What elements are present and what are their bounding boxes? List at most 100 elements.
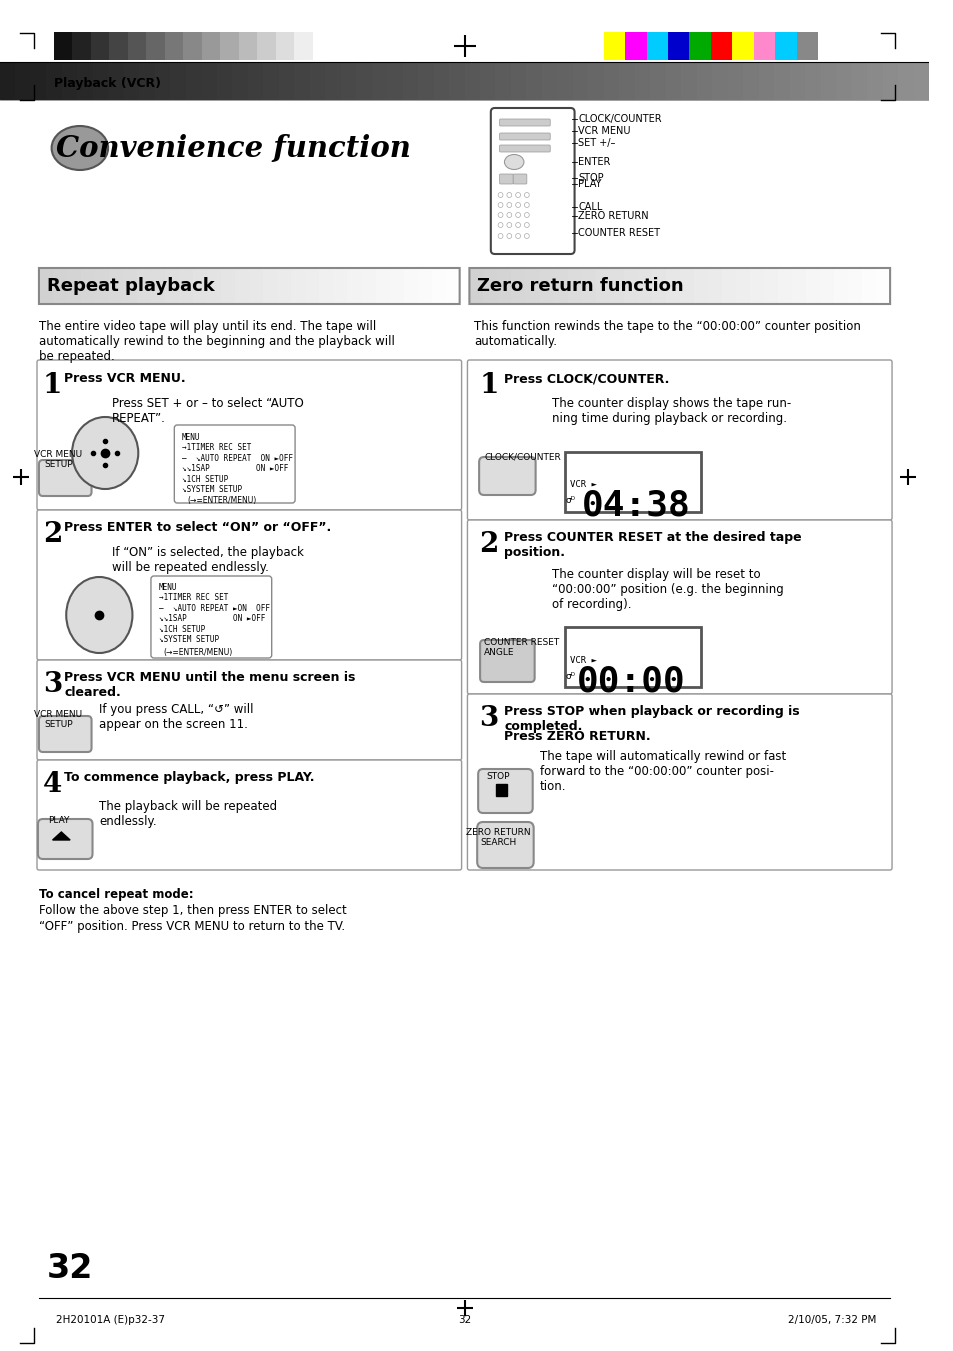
Text: “OFF” position. Press VCR MENU to return to the TV.: “OFF” position. Press VCR MENU to return… — [39, 920, 345, 934]
Text: Follow the above step 1, then press ENTER to select: Follow the above step 1, then press ENTE… — [39, 904, 346, 917]
Bar — [646, 32, 667, 59]
Bar — [387, 62, 403, 100]
Bar — [665, 62, 681, 100]
FancyBboxPatch shape — [37, 509, 461, 661]
Bar — [634, 62, 651, 100]
Bar — [62, 62, 78, 100]
Text: 4: 4 — [43, 771, 62, 798]
Bar — [753, 32, 775, 59]
Bar — [201, 32, 220, 59]
Bar — [804, 62, 821, 100]
Bar — [847, 267, 862, 304]
FancyBboxPatch shape — [37, 661, 461, 761]
Text: COUNTER RESET
ANGLE: COUNTER RESET ANGLE — [483, 638, 558, 658]
Text: 00:00: 00:00 — [576, 663, 684, 698]
Bar — [109, 32, 128, 59]
Bar — [232, 62, 249, 100]
Bar — [875, 267, 890, 304]
Bar — [389, 267, 404, 304]
Bar — [483, 267, 497, 304]
Text: 2H20101A (E)p32-37: 2H20101A (E)p32-37 — [56, 1315, 165, 1325]
Text: Press ZERO RETURN.: Press ZERO RETURN. — [504, 730, 650, 743]
Bar — [449, 62, 465, 100]
Bar — [445, 267, 460, 304]
Text: This function rewinds the tape to the “00:00:00” counter position
automatically.: This function rewinds the tape to the “0… — [474, 320, 861, 349]
Bar — [497, 267, 512, 304]
Bar — [53, 32, 72, 59]
Text: Zero return function: Zero return function — [476, 277, 683, 295]
Bar — [749, 267, 764, 304]
Bar — [53, 267, 68, 304]
Text: CLOCK/COUNTER: CLOCK/COUNTER — [578, 113, 661, 124]
Bar — [294, 32, 313, 59]
Bar — [91, 32, 109, 59]
Text: STOP: STOP — [486, 771, 510, 781]
Bar — [581, 267, 596, 304]
Text: Repeat playback: Repeat playback — [47, 277, 214, 295]
FancyBboxPatch shape — [477, 769, 532, 813]
Bar — [123, 267, 138, 304]
Bar — [511, 62, 527, 100]
Bar — [431, 267, 446, 304]
Bar — [820, 62, 836, 100]
Text: VCR MENU
SETUP: VCR MENU SETUP — [34, 450, 82, 469]
FancyBboxPatch shape — [499, 174, 513, 184]
Bar — [238, 32, 256, 59]
Bar — [220, 32, 238, 59]
Bar — [263, 267, 278, 304]
Ellipse shape — [516, 234, 520, 239]
Bar — [464, 62, 480, 100]
Bar — [897, 62, 914, 100]
Bar — [735, 267, 750, 304]
Ellipse shape — [516, 223, 520, 227]
Bar — [553, 267, 568, 304]
Text: To cancel repeat mode:: To cancel repeat mode: — [39, 888, 193, 901]
Bar — [183, 32, 201, 59]
Ellipse shape — [497, 192, 502, 197]
Bar — [305, 267, 320, 304]
Text: Press VCR MENU until the menu screen is
cleared.: Press VCR MENU until the menu screen is … — [64, 671, 355, 698]
Bar — [39, 267, 54, 304]
Bar — [603, 62, 619, 100]
FancyBboxPatch shape — [479, 640, 534, 682]
Text: If you press CALL, “↺” will
appear on the screen 11.: If you press CALL, “↺” will appear on th… — [99, 703, 253, 731]
Bar — [171, 62, 187, 100]
Text: MENU
→1TIMER REC SET
–  ↘AUTO REPEAT  ON ►OFF
↘↘1SAP          ON ►OFF
↘1CH SETUP: MENU →1TIMER REC SET – ↘AUTO REPEAT ON ►… — [182, 434, 293, 494]
Bar — [693, 267, 708, 304]
Bar — [732, 32, 753, 59]
Bar — [637, 267, 652, 304]
Text: (→=ENTER/MENU): (→=ENTER/MENU) — [163, 648, 233, 657]
Bar — [573, 62, 589, 100]
FancyBboxPatch shape — [564, 627, 700, 688]
Bar — [469, 267, 484, 304]
FancyBboxPatch shape — [467, 520, 891, 694]
Bar — [758, 62, 775, 100]
Bar — [248, 62, 264, 100]
Bar — [665, 267, 680, 304]
FancyBboxPatch shape — [499, 145, 550, 153]
Text: If “ON” is selected, the playback
will be repeated endlessly.: If “ON” is selected, the playback will b… — [112, 546, 304, 574]
Text: PLAY: PLAY — [578, 178, 601, 189]
Ellipse shape — [506, 203, 511, 208]
Bar — [417, 62, 434, 100]
Bar — [727, 62, 743, 100]
Text: (→=ENTER/MENU): (→=ENTER/MENU) — [187, 496, 256, 505]
Bar — [30, 62, 48, 100]
Bar — [139, 62, 155, 100]
Bar — [496, 784, 507, 796]
Text: Press STOP when playback or recording is
completed.: Press STOP when playback or recording is… — [504, 705, 800, 734]
Bar — [0, 62, 16, 100]
Bar — [256, 32, 275, 59]
Text: 3: 3 — [43, 671, 62, 698]
Bar — [777, 267, 792, 304]
FancyBboxPatch shape — [467, 694, 891, 870]
Ellipse shape — [66, 577, 132, 653]
Ellipse shape — [72, 417, 138, 489]
Bar — [623, 267, 638, 304]
FancyBboxPatch shape — [564, 453, 700, 512]
Bar — [820, 267, 834, 304]
FancyBboxPatch shape — [37, 761, 461, 870]
Bar — [67, 267, 82, 304]
Text: 32: 32 — [47, 1251, 93, 1285]
Bar — [567, 267, 582, 304]
